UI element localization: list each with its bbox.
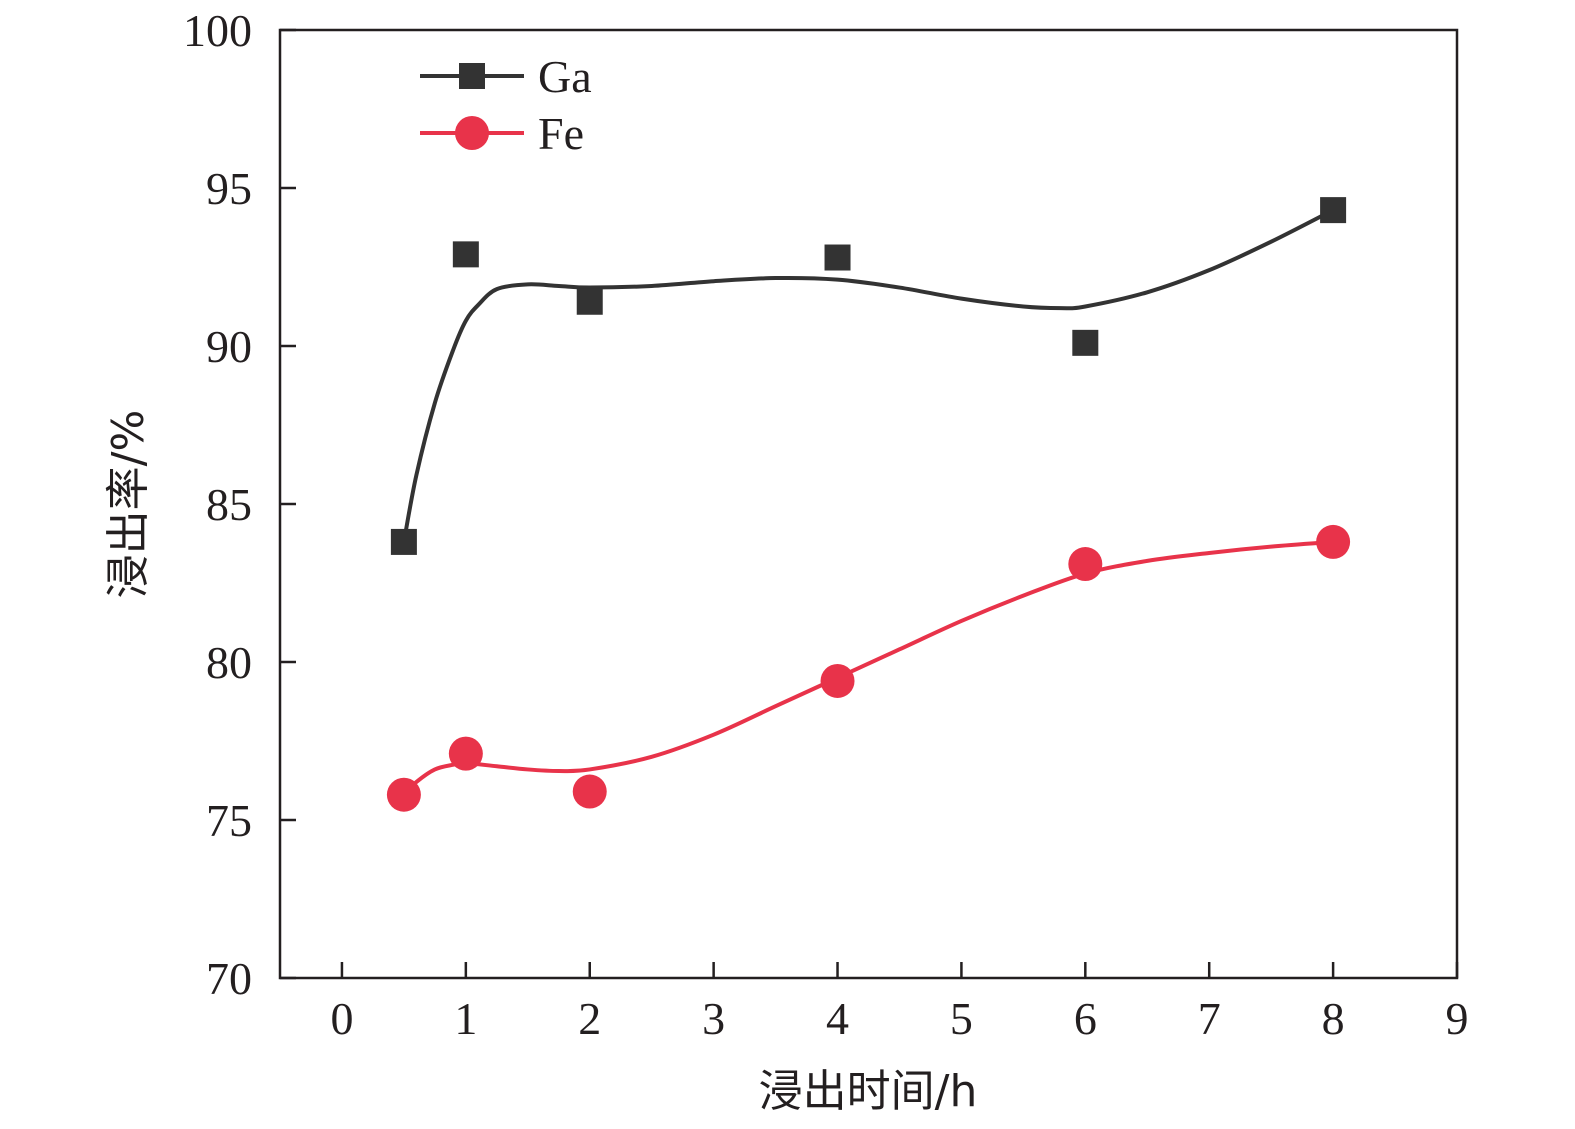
y-tick-label: 95 xyxy=(206,163,252,214)
data-point-ga xyxy=(1072,329,1099,356)
y-tick-label: 75 xyxy=(206,795,252,846)
x-tick-label: 1 xyxy=(454,993,477,1044)
x-axis: 0 1 2 3 4 5 6 7 8 9 xyxy=(330,962,1469,1044)
data-point-ga xyxy=(390,528,417,555)
x-tick-label: 3 xyxy=(702,993,725,1044)
data-point-fe xyxy=(386,777,421,812)
x-axis-title: 浸出时间/h xyxy=(759,1066,978,1117)
data-point-ga xyxy=(576,288,603,315)
data-point-fe xyxy=(1316,524,1351,559)
y-axis: 70 75 80 85 90 95 100 xyxy=(183,5,296,1004)
x-tick-label: 9 xyxy=(1446,993,1469,1044)
legend-label-ga: Ga xyxy=(538,51,592,102)
y-tick-label: 100 xyxy=(183,5,252,56)
x-tick-label: 8 xyxy=(1322,993,1345,1044)
x-tick-label: 2 xyxy=(578,993,601,1044)
y-axis-title: 浸出率/% xyxy=(103,410,154,599)
data-points xyxy=(386,197,1351,812)
data-point-ga xyxy=(1320,197,1347,224)
legend-marker-fe xyxy=(455,116,489,150)
y-tick-label: 70 xyxy=(206,953,252,1004)
y-tick-label: 80 xyxy=(206,637,252,688)
legend-marker-ga xyxy=(459,63,485,89)
fit-curves xyxy=(401,208,1335,797)
x-tick-label: 7 xyxy=(1198,993,1221,1044)
data-point-fe xyxy=(448,736,483,771)
plot-frame xyxy=(278,28,1459,980)
legend: Ga Fe xyxy=(420,51,592,159)
fit-curve-ga xyxy=(401,208,1335,543)
data-point-fe xyxy=(1068,547,1103,582)
legend-label-fe: Fe xyxy=(538,108,584,159)
x-tick-label: 0 xyxy=(330,993,353,1044)
x-tick-label: 4 xyxy=(826,993,849,1044)
data-point-fe xyxy=(572,774,607,809)
y-tick-label: 90 xyxy=(206,321,252,372)
x-tick-label: 6 xyxy=(1074,993,1097,1044)
y-tick-label: 85 xyxy=(206,479,252,530)
data-point-ga xyxy=(452,241,479,268)
data-point-ga xyxy=(824,244,851,271)
fit-curve-fe xyxy=(402,539,1334,797)
x-tick-label: 5 xyxy=(950,993,973,1044)
data-point-fe xyxy=(820,663,855,698)
